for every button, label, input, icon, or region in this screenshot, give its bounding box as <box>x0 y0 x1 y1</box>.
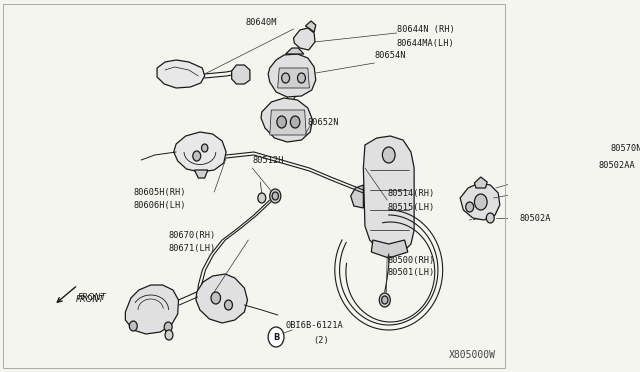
Text: B: B <box>273 333 279 341</box>
Circle shape <box>466 202 474 212</box>
Text: 80644N (RH): 80644N (RH) <box>397 25 454 33</box>
Circle shape <box>225 300 232 310</box>
Text: FRONT: FRONT <box>76 295 104 305</box>
Circle shape <box>258 193 266 203</box>
Circle shape <box>298 73 305 83</box>
Polygon shape <box>269 110 306 135</box>
Circle shape <box>129 321 137 331</box>
Polygon shape <box>173 132 226 172</box>
Polygon shape <box>232 65 250 84</box>
Circle shape <box>165 330 173 340</box>
Polygon shape <box>351 185 364 208</box>
Circle shape <box>269 189 281 203</box>
Text: 80502AA: 80502AA <box>599 160 636 170</box>
Polygon shape <box>460 183 500 220</box>
Polygon shape <box>474 177 487 188</box>
Text: 80606H(LH): 80606H(LH) <box>133 201 186 209</box>
Text: 80515(LH): 80515(LH) <box>387 202 435 212</box>
Circle shape <box>380 293 390 307</box>
Text: 80605H(RH): 80605H(RH) <box>133 187 186 196</box>
Circle shape <box>291 116 300 128</box>
Polygon shape <box>268 54 316 97</box>
Circle shape <box>277 116 287 128</box>
Polygon shape <box>294 28 315 50</box>
Text: 80654N: 80654N <box>374 51 406 60</box>
Text: 80644MA(LH): 80644MA(LH) <box>397 38 454 48</box>
Circle shape <box>164 322 172 332</box>
Text: 80501(LH): 80501(LH) <box>387 269 435 278</box>
Circle shape <box>381 296 388 304</box>
Text: X805000W: X805000W <box>449 350 496 360</box>
Circle shape <box>272 192 278 200</box>
Circle shape <box>486 213 494 223</box>
Polygon shape <box>371 240 408 258</box>
Text: 80512H: 80512H <box>252 155 284 164</box>
Text: 80640M: 80640M <box>246 17 278 26</box>
Text: 80570N: 80570N <box>611 144 640 153</box>
Polygon shape <box>125 285 179 334</box>
Text: 80500(RH): 80500(RH) <box>387 256 435 264</box>
Circle shape <box>202 144 208 152</box>
Text: 0BI6B-6121A: 0BI6B-6121A <box>285 321 343 330</box>
Circle shape <box>382 147 395 163</box>
Circle shape <box>211 292 221 304</box>
Text: 80514(RH): 80514(RH) <box>387 189 435 198</box>
Circle shape <box>474 194 487 210</box>
Polygon shape <box>195 170 208 178</box>
Polygon shape <box>196 274 248 323</box>
Text: (2): (2) <box>314 336 329 344</box>
Circle shape <box>268 327 284 347</box>
Polygon shape <box>285 48 304 54</box>
Circle shape <box>193 151 201 161</box>
Polygon shape <box>305 21 316 32</box>
Polygon shape <box>157 60 205 88</box>
Text: 80670(RH): 80670(RH) <box>169 231 216 240</box>
Polygon shape <box>364 136 414 254</box>
Text: 80671(LH): 80671(LH) <box>169 244 216 253</box>
Polygon shape <box>278 68 309 88</box>
Text: 80652N: 80652N <box>308 118 339 126</box>
Text: 80502A: 80502A <box>520 214 551 222</box>
Circle shape <box>282 73 289 83</box>
Text: FRONT: FRONT <box>77 294 106 302</box>
Polygon shape <box>261 98 312 142</box>
